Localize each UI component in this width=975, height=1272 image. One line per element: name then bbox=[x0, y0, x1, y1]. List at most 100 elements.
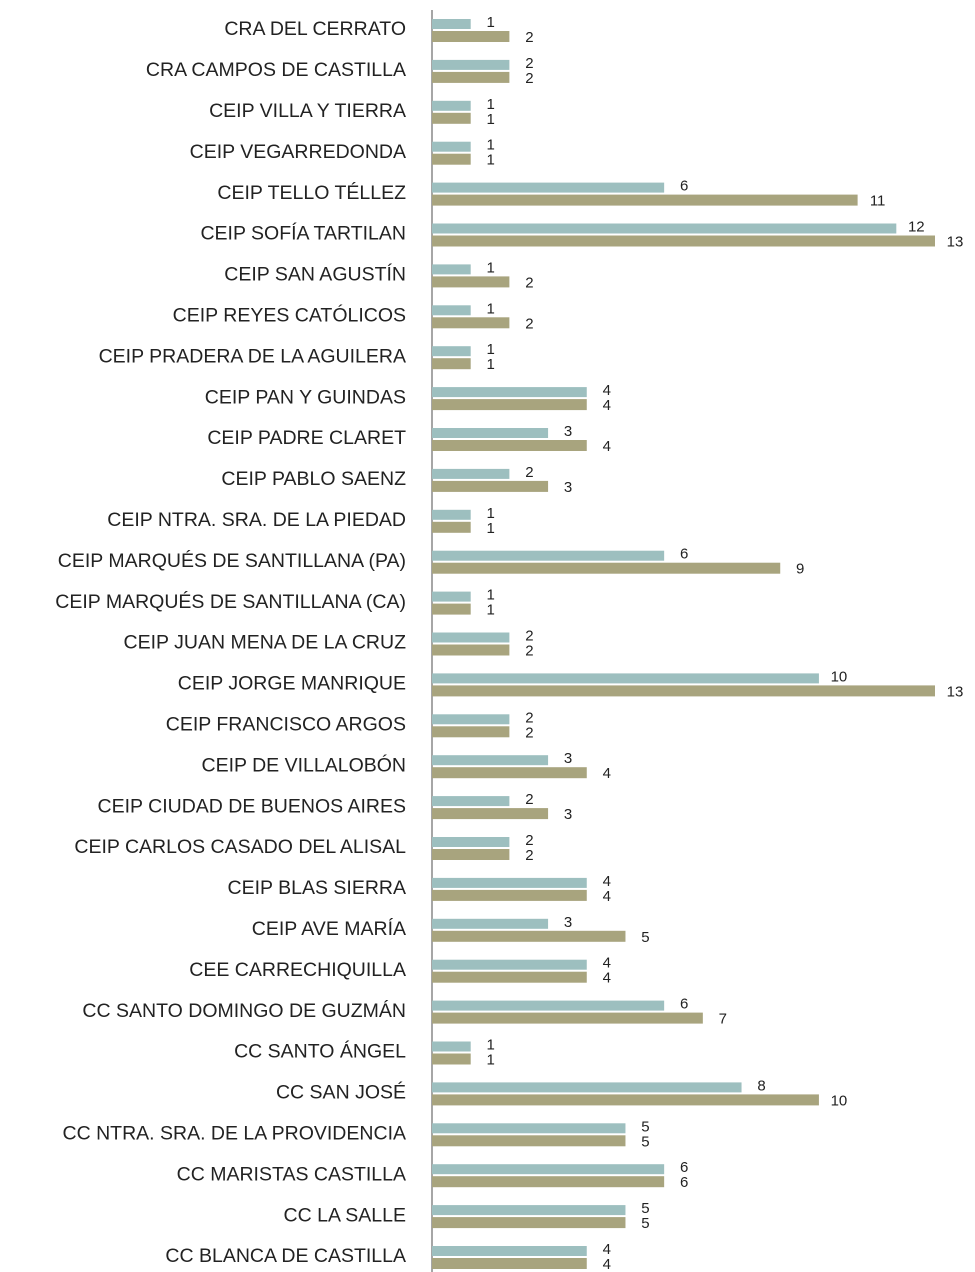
value-label: 6 bbox=[680, 546, 688, 563]
category-label: CEIP CIUDAD DE BUENOS AIRES bbox=[98, 795, 406, 817]
bar bbox=[432, 1053, 471, 1065]
value-label: 1 bbox=[487, 341, 495, 358]
category-label: CEIP AVE MARÍA bbox=[252, 917, 406, 940]
value-label: 4 bbox=[603, 873, 611, 890]
category-label: CEIP PRADERA DE LA AGUILERA bbox=[99, 345, 406, 367]
value-label: 3 bbox=[564, 914, 572, 931]
value-label: 1 bbox=[487, 259, 495, 276]
category-label: CEIP JORGE MANRIQUE bbox=[178, 673, 406, 695]
bar bbox=[432, 1205, 626, 1216]
category-label: CC NTRA. SRA. DE LA PROVIDENCIA bbox=[63, 1122, 407, 1144]
value-label: 6 bbox=[680, 1174, 688, 1191]
bar bbox=[432, 796, 510, 807]
value-label: 13 bbox=[947, 683, 964, 700]
bar bbox=[432, 685, 935, 697]
value-label: 2 bbox=[525, 709, 533, 726]
category-label: CC MARISTAS CASTILLA bbox=[177, 1163, 406, 1185]
bar bbox=[432, 235, 935, 247]
bar bbox=[432, 1258, 587, 1269]
value-label: 6 bbox=[680, 178, 688, 195]
value-label: 1 bbox=[487, 1036, 495, 1053]
value-label: 2 bbox=[525, 29, 533, 46]
category-label: CEIP BLAS SIERRA bbox=[228, 877, 406, 899]
category-label: CRA DEL CERRATO bbox=[224, 18, 406, 40]
bar bbox=[432, 31, 510, 42]
value-label: 1 bbox=[487, 587, 495, 604]
value-label: 10 bbox=[831, 668, 848, 685]
category-label: CEIP PAN Y GUINDAS bbox=[205, 386, 406, 408]
category-label: CEIP REYES CATÓLICOS bbox=[173, 303, 406, 326]
value-label: 2 bbox=[525, 55, 533, 72]
bar bbox=[432, 1000, 665, 1011]
bar bbox=[432, 632, 510, 643]
value-label: 1 bbox=[487, 520, 495, 537]
category-label: CEIP PABLO SAENZ bbox=[221, 468, 406, 490]
bar bbox=[432, 644, 510, 656]
category-label: CEIP VILLA Y TIERRA bbox=[209, 100, 406, 122]
bar bbox=[432, 264, 471, 275]
value-label: 5 bbox=[641, 929, 649, 946]
bar bbox=[432, 591, 471, 602]
value-label: 1 bbox=[487, 505, 495, 522]
value-label: 3 bbox=[564, 750, 572, 767]
bar bbox=[432, 930, 626, 942]
value-label: 5 bbox=[641, 1215, 649, 1232]
category-label: CRA CAMPOS DE CASTILLA bbox=[146, 59, 406, 81]
bar bbox=[432, 1082, 742, 1093]
bar bbox=[432, 317, 510, 329]
value-label: 5 bbox=[641, 1200, 649, 1217]
bar bbox=[432, 959, 587, 970]
bar bbox=[432, 521, 471, 533]
bar bbox=[432, 603, 471, 615]
value-label: 2 bbox=[525, 274, 533, 291]
value-label: 4 bbox=[603, 1256, 611, 1272]
value-label: 1 bbox=[487, 111, 495, 128]
bar bbox=[432, 19, 471, 29]
category-label: CEIP CARLOS CASADO DEL ALISAL bbox=[74, 836, 406, 858]
bar bbox=[432, 550, 665, 561]
bar bbox=[432, 918, 549, 929]
value-label: 1 bbox=[487, 96, 495, 113]
category-label: CC LA SALLE bbox=[284, 1204, 406, 1226]
value-label: 2 bbox=[525, 315, 533, 332]
category-label: CC SANTO DOMINGO DE GUZMÁN bbox=[82, 999, 406, 1022]
bar bbox=[432, 1217, 626, 1229]
category-label: CC SAN JOSÉ bbox=[276, 1081, 406, 1104]
value-label: 9 bbox=[796, 561, 804, 578]
value-label: 2 bbox=[525, 847, 533, 864]
bar bbox=[432, 767, 587, 779]
value-label: 4 bbox=[603, 1241, 611, 1258]
value-label: 6 bbox=[680, 1159, 688, 1176]
value-label: 8 bbox=[757, 1077, 765, 1094]
value-label: 12 bbox=[908, 218, 925, 235]
bar bbox=[432, 182, 665, 193]
bar bbox=[432, 1041, 471, 1052]
category-label: CC SANTO ÁNGEL bbox=[234, 1040, 406, 1063]
value-label: 1 bbox=[487, 152, 495, 169]
bar bbox=[432, 889, 587, 901]
bar bbox=[432, 1094, 819, 1106]
value-label: 7 bbox=[719, 1011, 727, 1028]
bar bbox=[432, 440, 587, 451]
value-label: 4 bbox=[603, 955, 611, 972]
bar bbox=[432, 509, 471, 520]
category-label: CEIP FRANCISCO ARGOS bbox=[166, 713, 406, 735]
bar bbox=[432, 153, 471, 165]
value-label: 11 bbox=[870, 193, 886, 210]
value-label: 4 bbox=[603, 382, 611, 399]
bar bbox=[432, 1176, 665, 1188]
value-label: 6 bbox=[680, 996, 688, 1013]
bar bbox=[432, 141, 471, 152]
bar bbox=[432, 346, 471, 357]
bar bbox=[432, 1135, 626, 1147]
bar bbox=[432, 358, 471, 370]
value-label: 4 bbox=[603, 888, 611, 905]
value-label: 1 bbox=[487, 356, 495, 373]
category-label: CC BLANCA DE CASTILLA bbox=[165, 1245, 406, 1267]
category-label: CEIP NTRA. SRA. DE LA PIEDAD bbox=[107, 509, 406, 531]
bar bbox=[432, 562, 781, 574]
bar bbox=[432, 837, 510, 847]
value-label: 2 bbox=[525, 724, 533, 741]
bar bbox=[432, 276, 510, 288]
